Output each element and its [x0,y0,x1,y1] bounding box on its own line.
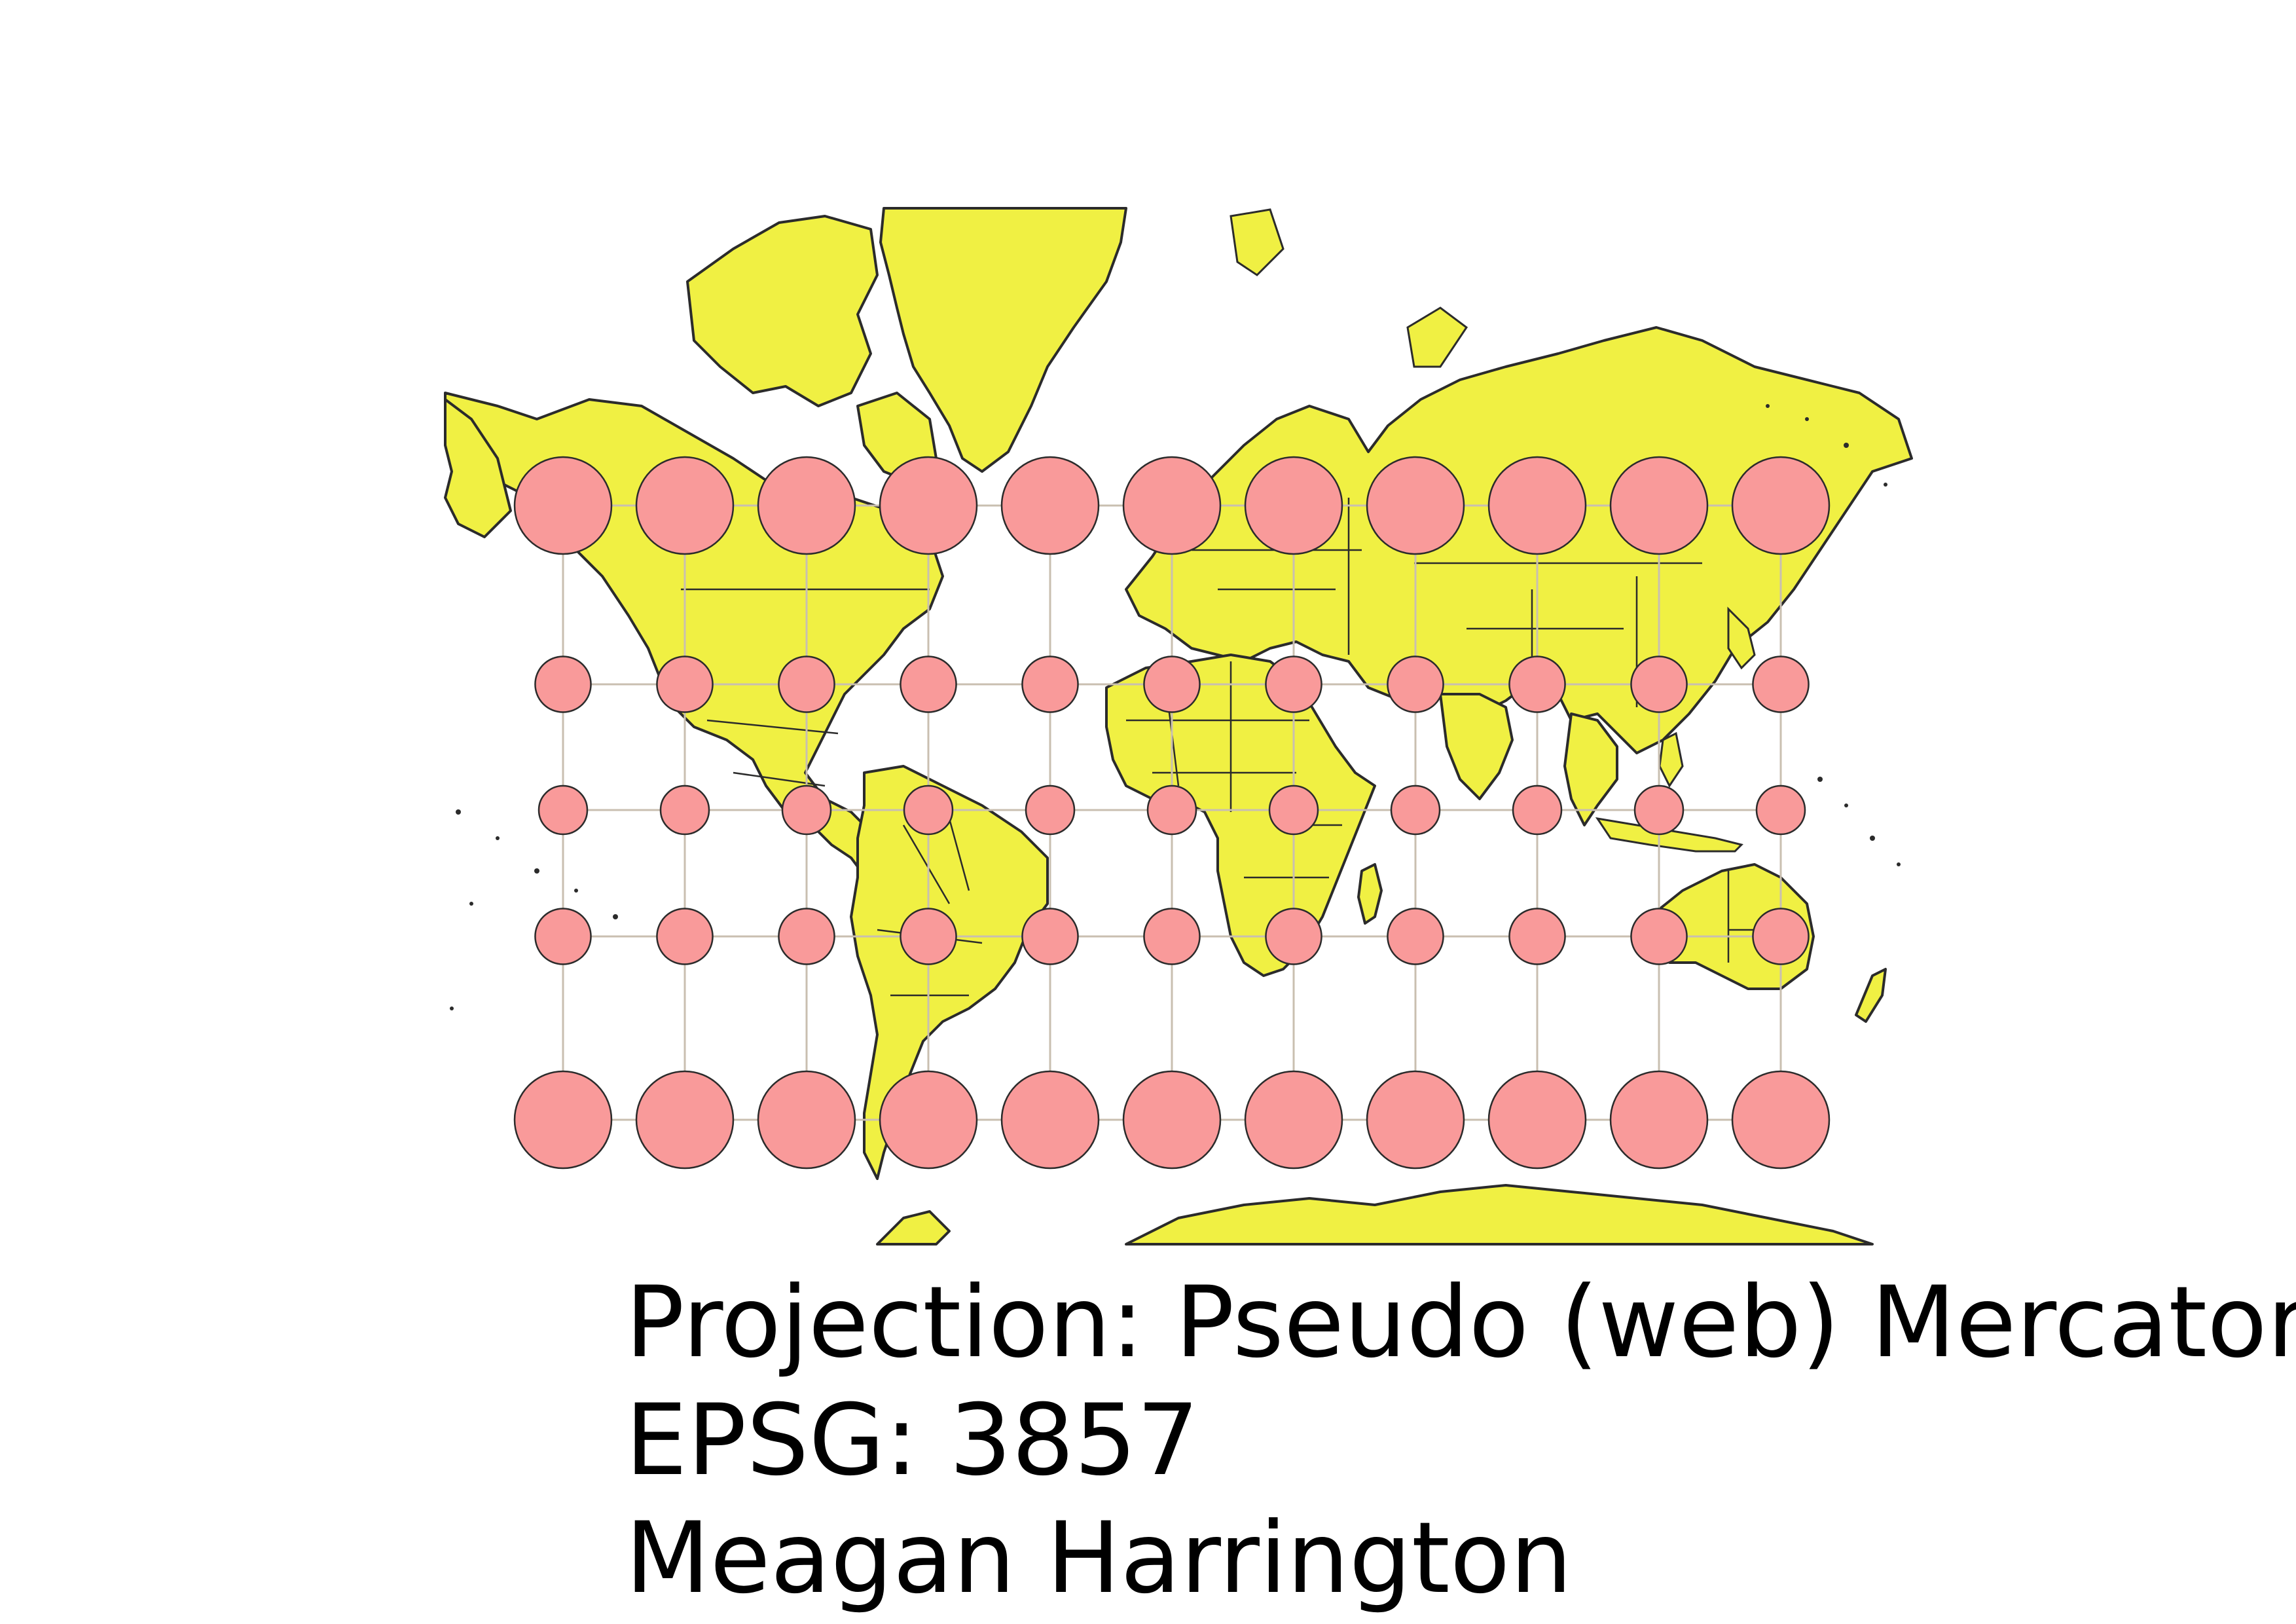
borders-north-america [681,588,930,787]
tissot-circle [1609,456,1709,555]
tissot-circle [1731,456,1831,555]
tissot-circle [534,655,592,713]
tissot-circle [1366,1070,1465,1170]
tissot-circle [1244,1070,1343,1170]
tissot-circle [1630,655,1688,713]
landmass-greenland [879,207,1127,473]
tissot-circle [1508,655,1566,713]
tissot-circle [778,655,835,713]
tissot-circle [635,1070,735,1170]
landmass-alaska [444,398,512,538]
landmass-japan [1727,606,1756,670]
tissot-circle [778,908,835,965]
landmass-antarctica-east [1125,1184,1874,1246]
tissot-circle [1265,655,1322,713]
tissot-circle [1146,784,1197,836]
tissot-circle [534,908,592,965]
borders-south-america [877,818,983,997]
tissot-circle [757,456,856,555]
landmass-svalbard [1230,208,1285,276]
tissot-circle [1387,908,1444,965]
tissot-circle [1752,908,1810,965]
tissot-circle [1512,784,1563,836]
tissot-circle [900,655,957,713]
tissot-circle [1487,1070,1587,1170]
landmass-arctic-islands [686,215,879,407]
tissot-circle [1387,655,1444,713]
tissot-circle [900,908,957,965]
tissot-circle [757,1070,856,1170]
tissot-circle [1025,784,1076,836]
islets [450,404,1901,1010]
tissot-circle [781,784,832,836]
landmass-new-zealand [1855,968,1887,1023]
tissot-circle [1390,784,1441,836]
projection-label: Projection: Pseudo (web) Mercator [625,1266,2296,1380]
tissot-circle [656,655,714,713]
tissot-circle [1366,456,1465,555]
tissot-circle [1630,908,1688,965]
tissot-circle [1244,456,1343,555]
tissot-circle [1633,784,1685,836]
tissot-circle [1609,1070,1709,1170]
tissot-circle [513,1070,613,1170]
tissot-circle [903,784,954,836]
tissot-circle [1268,784,1319,836]
tissot-circle [1731,1070,1831,1170]
tissot-circle [635,456,735,555]
map-legend: Projection: Pseudo (web) Mercator EPSG: … [625,1264,2296,1617]
tissot-circle [538,784,589,836]
tissot-circle [1000,456,1100,555]
tissot-circle [1021,655,1079,713]
tissot-circle [1265,908,1322,965]
tissot-circle [1143,655,1201,713]
landmass-novaya-zemlya [1406,306,1468,368]
tissot-circle [513,456,613,555]
tissot-circle [659,784,710,836]
landmass-indochina [1563,712,1618,826]
tissot-circle [879,1070,978,1170]
tissot-circle [879,456,978,555]
tissot-circle [1143,908,1201,965]
tissot-circle [1752,655,1810,713]
tissot-circle [1487,456,1587,555]
tissot-indicatrix-layer [513,456,1831,1170]
landmass-india [1439,693,1514,800]
tissot-circle [1508,908,1566,965]
tissot-circle [1122,1070,1222,1170]
tissot-circle [1122,456,1222,555]
landmass-madagascar [1357,863,1383,925]
landmass-antarctica-west [876,1210,951,1246]
epsg-label: EPSG: 3857 [625,1384,1199,1498]
author-label: Meagan Harrington [625,1502,1573,1615]
tissot-circle [656,908,714,965]
tissot-circle [1755,784,1806,836]
tissot-circle [1000,1070,1100,1170]
landmass-philippines [1658,731,1684,788]
tissot-circle [1021,908,1079,965]
